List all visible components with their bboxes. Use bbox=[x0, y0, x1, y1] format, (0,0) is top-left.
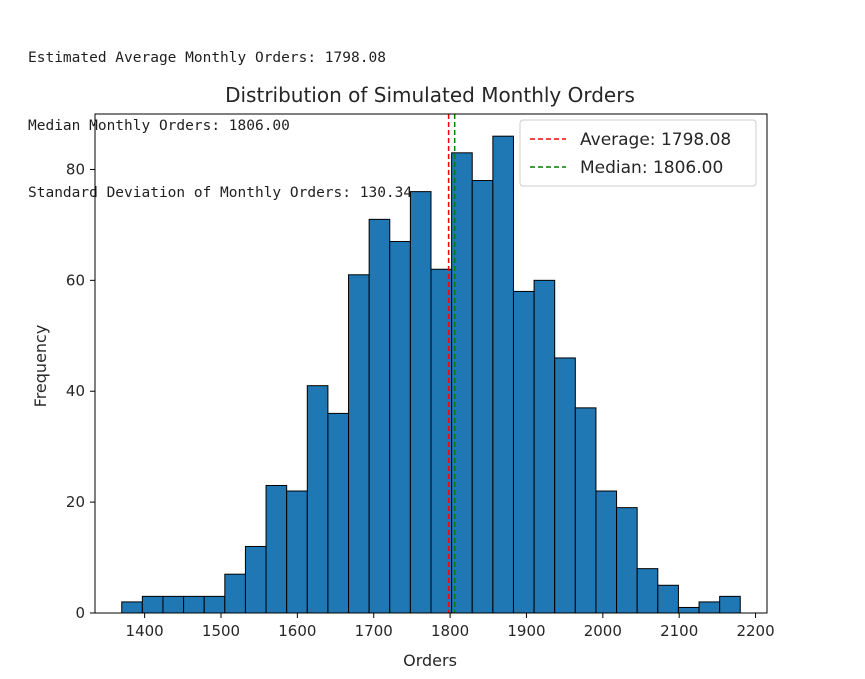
x-tick-label: 1600 bbox=[278, 622, 316, 640]
console-line-average: Estimated Average Monthly Orders: 1798.0… bbox=[28, 50, 386, 66]
x-tick-label: 1900 bbox=[507, 622, 545, 640]
histogram-bar bbox=[492, 135, 514, 614]
histogram-bar bbox=[203, 595, 226, 614]
console-line-stddev: Standard Deviation of Monthly Orders: 13… bbox=[28, 185, 413, 201]
x-axis: 1400 1500 1600 1700 1800 1900 2000 2100 2200 bbox=[126, 613, 775, 640]
histogram-bar bbox=[286, 490, 308, 614]
chart-legend: Average: 1798.08 Median: 1806.00 bbox=[519, 119, 757, 187]
reference-lines bbox=[447, 114, 456, 613]
plot-frame bbox=[94, 113, 768, 614]
chart-title: Distribution of Simulated Monthly Orders bbox=[225, 83, 635, 107]
histogram-bar bbox=[306, 385, 329, 614]
x-tick-label: 2200 bbox=[736, 622, 774, 640]
x-tick-label: 1500 bbox=[202, 622, 240, 640]
histogram-bar bbox=[430, 268, 453, 614]
histogram-bar bbox=[162, 595, 185, 614]
x-tick-label: 2000 bbox=[584, 622, 622, 640]
histogram-bar bbox=[389, 241, 411, 614]
histogram-bar bbox=[698, 601, 721, 614]
histogram-bar bbox=[183, 595, 205, 614]
y-tick-label: 0 bbox=[75, 604, 85, 622]
y-axis: 0 20 40 60 80 bbox=[66, 160, 95, 622]
histogram-bar bbox=[265, 484, 288, 614]
histogram-bar bbox=[719, 595, 741, 614]
histogram-bar bbox=[244, 545, 267, 614]
y-tick-label: 40 bbox=[66, 382, 85, 400]
x-tick-label: 1800 bbox=[431, 622, 469, 640]
legend-label: Average: 1798.08 bbox=[580, 130, 731, 150]
histogram-bar bbox=[512, 290, 535, 614]
y-tick-label: 80 bbox=[66, 160, 85, 178]
histogram-bar bbox=[677, 606, 700, 614]
legend-box bbox=[519, 119, 757, 187]
y-tick-label: 60 bbox=[66, 271, 85, 289]
x-tick-label: 1700 bbox=[355, 622, 393, 640]
histogram-bar bbox=[141, 595, 164, 614]
histogram-bar bbox=[471, 180, 494, 614]
histogram-bar bbox=[533, 279, 556, 614]
histogram-bar bbox=[574, 407, 597, 614]
legend-label: Median: 1806.00 bbox=[580, 158, 723, 178]
histogram-bar bbox=[616, 507, 638, 614]
histogram-bar bbox=[636, 568, 659, 614]
x-tick-label: 1400 bbox=[126, 622, 164, 640]
console-line-median: Median Monthly Orders: 1806.00 bbox=[28, 117, 290, 134]
y-tick-label: 20 bbox=[66, 493, 85, 511]
histogram-bar bbox=[368, 218, 391, 614]
histogram-bar bbox=[327, 412, 350, 614]
histogram-bar bbox=[348, 274, 370, 614]
x-axis-label: Orders bbox=[403, 651, 457, 670]
histogram-bar bbox=[121, 601, 143, 614]
y-axis-label: Frequency bbox=[31, 325, 50, 408]
console-output: Estimated Average Monthly Orders: 1798.0… bbox=[28, 2, 412, 227]
histogram-bar bbox=[224, 573, 246, 614]
histogram-bar bbox=[657, 584, 679, 614]
histogram-bar bbox=[595, 490, 618, 614]
histogram-bar bbox=[409, 191, 432, 614]
histogram-bars bbox=[121, 135, 741, 614]
x-tick-label: 2100 bbox=[660, 622, 698, 640]
histogram-bar bbox=[554, 357, 576, 614]
